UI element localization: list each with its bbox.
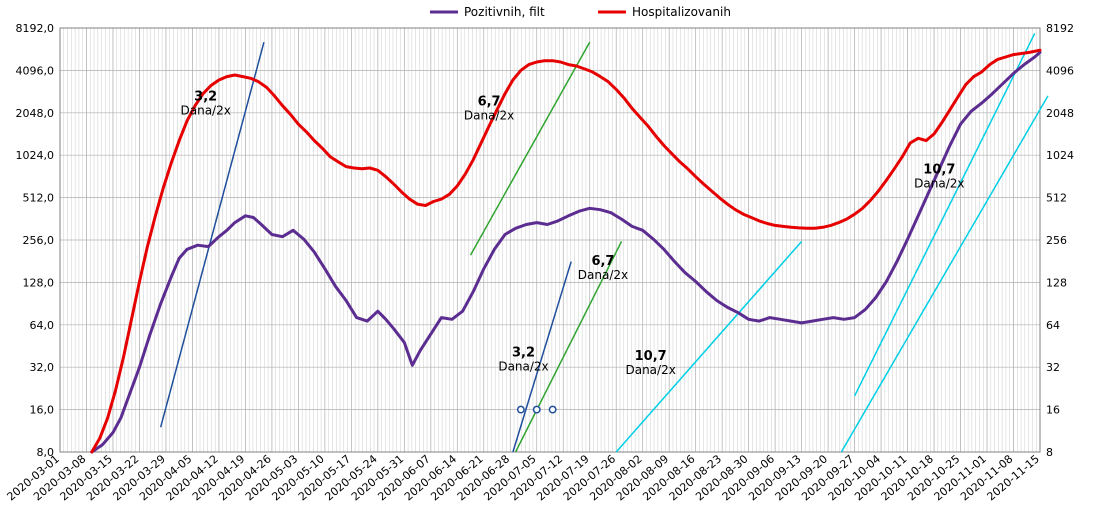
- y-tick-right: 256: [1046, 234, 1067, 247]
- covid-log-chart: 8,016,032,064,0128,0256,0512,01024,02048…: [0, 0, 1097, 528]
- y-tick-left: 512,0: [23, 192, 55, 205]
- point-markers: [518, 406, 556, 412]
- y-tick-right: 4096: [1046, 64, 1074, 77]
- y-tick-left: 128,0: [23, 276, 55, 289]
- y-tick-left: 32,0: [30, 361, 55, 374]
- chart-svg: 8,016,032,064,0128,0256,0512,01024,02048…: [0, 0, 1097, 528]
- y-tick-left: 8192,0: [16, 22, 55, 35]
- y-tick-right: 8192: [1046, 22, 1074, 35]
- y-tick-right: 1024: [1046, 149, 1074, 162]
- y-tick-left: 4096,0: [16, 64, 55, 77]
- y-tick-left: 1024,0: [16, 149, 55, 162]
- y-tick-left: 2048,0: [16, 107, 55, 120]
- data-marker: [518, 406, 524, 412]
- y-tick-right: 512: [1046, 192, 1067, 205]
- annotation-value: 3,2: [194, 90, 217, 105]
- annotation-sub: Dana/2x: [464, 109, 514, 123]
- annotation-value: 10,7: [635, 349, 667, 364]
- annotation-sub: Dana/2x: [498, 360, 548, 374]
- y-tick-right: 128: [1046, 276, 1067, 289]
- annotation-value: 6,7: [591, 254, 614, 269]
- annotation-value: 10,7: [923, 162, 955, 177]
- y-tick-right: 16: [1046, 404, 1060, 417]
- annotation-value: 6,7: [478, 95, 501, 110]
- y-tick-right: 2048: [1046, 107, 1074, 120]
- annotation-value: 3,2: [512, 346, 535, 361]
- annotation-sub: Dana/2x: [914, 176, 964, 190]
- y-tick-right: 8: [1046, 446, 1053, 459]
- data-marker: [534, 406, 540, 412]
- y-tick-left: 16,0: [30, 404, 55, 417]
- y-tick-left: 64,0: [30, 319, 55, 332]
- y-tick-left: 256,0: [23, 234, 55, 247]
- y-tick-right: 64: [1046, 319, 1060, 332]
- data-marker: [549, 406, 555, 412]
- y-tick-right: 32: [1046, 361, 1060, 374]
- chart-background: [0, 0, 1097, 528]
- annotation-sub: Dana/2x: [578, 268, 628, 282]
- annotation-sub: Dana/2x: [625, 363, 675, 377]
- legend-label: Hospitalizovanih: [632, 5, 731, 19]
- annotation-sub: Dana/2x: [181, 104, 231, 118]
- legend-label: Pozitivnih, filt: [464, 5, 545, 19]
